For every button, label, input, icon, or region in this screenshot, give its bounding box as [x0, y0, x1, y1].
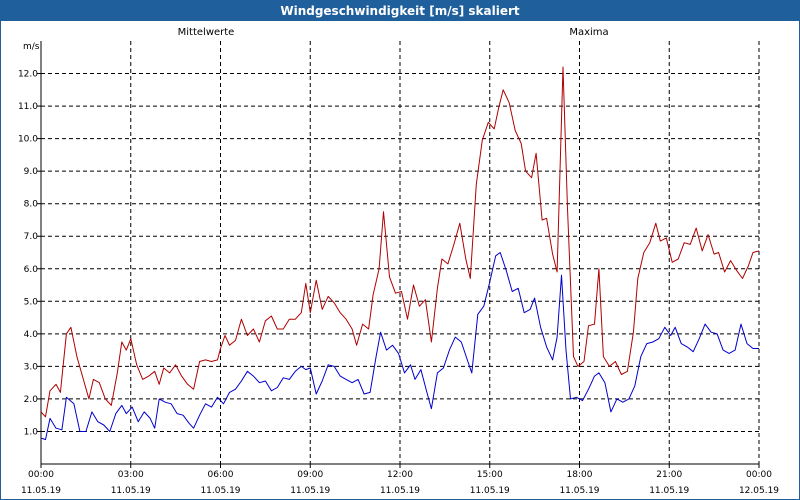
y-tick-label: 2.0	[24, 395, 39, 405]
x-tick-date: 12.05.19	[739, 486, 779, 496]
y-tick-label: 10.0	[18, 135, 38, 145]
y-tick-label: 9.0	[24, 167, 39, 177]
x-tick-labels: 00:00 11.05.19 03:00 11.05.19 06:00 11.05.19 0…	[21, 464, 779, 496]
y-tick-label: 1.0	[24, 427, 39, 437]
x-tick-date: 11.05.19	[21, 486, 61, 496]
window-title: Windgeschwindigkeit [m/s] skaliert	[1, 1, 799, 21]
series-line-maxima	[40, 66, 760, 418]
x-tick-time: 00:00	[746, 470, 772, 480]
y-tick-label: 8.0	[24, 200, 39, 210]
x-tick-date: 11.05.19	[111, 486, 151, 496]
y-tick-label: 11.0	[18, 102, 38, 112]
x-tick-date: 11.05.19	[380, 486, 420, 496]
x-tick-time: 06:00	[208, 470, 234, 480]
x-tick-time: 03:00	[118, 470, 144, 480]
x-tick-date: 11.05.19	[470, 486, 510, 496]
grid-lines	[41, 41, 760, 464]
x-tick-time: 12:00	[387, 470, 413, 480]
y-tick-label: 5.0	[24, 297, 39, 307]
x-tick-date: 11.05.19	[290, 486, 330, 496]
series-line-mittelwerte	[40, 252, 759, 441]
legend-mittelwerte: Mittelwerte	[178, 27, 235, 38]
series-lines	[40, 66, 760, 441]
y-tick-labels: 1.0 2.0 3.0 4.0 5.0 6.0 7.0 8.0 9.0 10.0 11.0 12.0	[18, 70, 41, 437]
x-tick-date: 11.05.19	[200, 486, 240, 496]
x-tick-date: 11.05.19	[649, 486, 689, 496]
y-tick-label: 7.0	[24, 232, 39, 242]
x-tick-time: 00:00	[28, 470, 54, 480]
y-tick-label: 12.0	[18, 70, 38, 80]
x-tick-date: 11.05.19	[559, 486, 599, 496]
y-tick-label: 6.0	[24, 265, 39, 275]
x-tick-time: 15:00	[477, 470, 503, 480]
x-tick-time: 18:00	[567, 470, 593, 480]
x-tick-time: 09:00	[297, 470, 323, 480]
y-axis-label: m/s	[23, 42, 40, 52]
y-tick-label: 3.0	[24, 362, 39, 372]
y-tick-label: 4.0	[24, 330, 39, 340]
x-tick-time: 21:00	[656, 470, 682, 480]
chart-svg: m/s Mittelwerte Maxima 1.0 2.0 3.0 4.0 5.0 6.…	[18, 27, 779, 496]
legend-maxima: Maxima	[569, 27, 608, 38]
